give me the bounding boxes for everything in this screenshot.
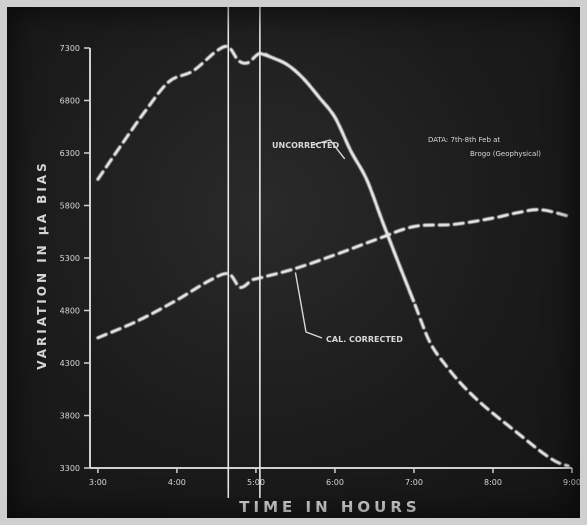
annotation-cal-corrected: CAL. CORRECTED <box>326 335 403 344</box>
y-tick-label: 5300 <box>60 254 80 263</box>
vertical-markers <box>227 6 261 498</box>
y-tick-label: 5800 <box>60 202 80 211</box>
x-tick-label: 9:00 <box>563 478 581 487</box>
chart-annotations: UNCORRECTED CAL. CORRECTED DATA: 7th-8th F… <box>272 136 541 344</box>
x-tick-label: 5:00 <box>247 478 265 487</box>
y-axis-ticks: 7300 6800 6300 5800 5300 4800 4300 3800 3300 <box>60 44 90 473</box>
x-axis-label: TIME IN HOURS <box>239 498 420 516</box>
y-tick-label: 3300 <box>60 464 80 473</box>
annotation-data-note-line2: Brogo (Geophysical) <box>470 150 541 158</box>
y-tick-label: 3800 <box>60 412 80 421</box>
x-tick-label: 6:00 <box>326 478 344 487</box>
x-tick-label: 3:00 <box>89 478 107 487</box>
y-tick-label: 4300 <box>60 359 80 368</box>
series-line-uncorrected-solid <box>259 51 416 303</box>
data-series <box>96 44 570 468</box>
y-tick-label: 7300 <box>60 44 80 53</box>
x-tick-label: 7:00 <box>405 478 423 487</box>
x-tick-label: 8:00 <box>484 478 502 487</box>
leader-line-cal-corrected <box>294 272 323 339</box>
y-tick-label: 6300 <box>60 149 80 158</box>
annotation-data-note-line1: DATA: 7th-8th Feb at <box>428 136 500 144</box>
y-tick-label: 6800 <box>60 97 80 106</box>
x-axis-ticks: 3:00 4:00 5:00 6:00 7:00 8:00 9:00 <box>89 468 581 487</box>
y-tick-label: 4800 <box>60 307 80 316</box>
leader-line-uncorrected <box>311 139 346 160</box>
x-tick-label: 4:00 <box>168 478 186 487</box>
annotation-uncorrected: UNCORRECTED <box>272 141 339 150</box>
y-axis-label: VARIATION IN μA BIAS <box>35 160 49 369</box>
series-line-cal-corrected <box>96 208 570 340</box>
